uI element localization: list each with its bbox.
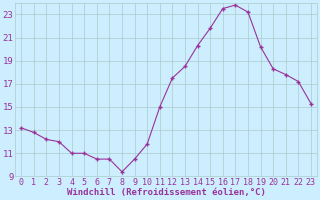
X-axis label: Windchill (Refroidissement éolien,°C): Windchill (Refroidissement éolien,°C) bbox=[67, 188, 266, 197]
